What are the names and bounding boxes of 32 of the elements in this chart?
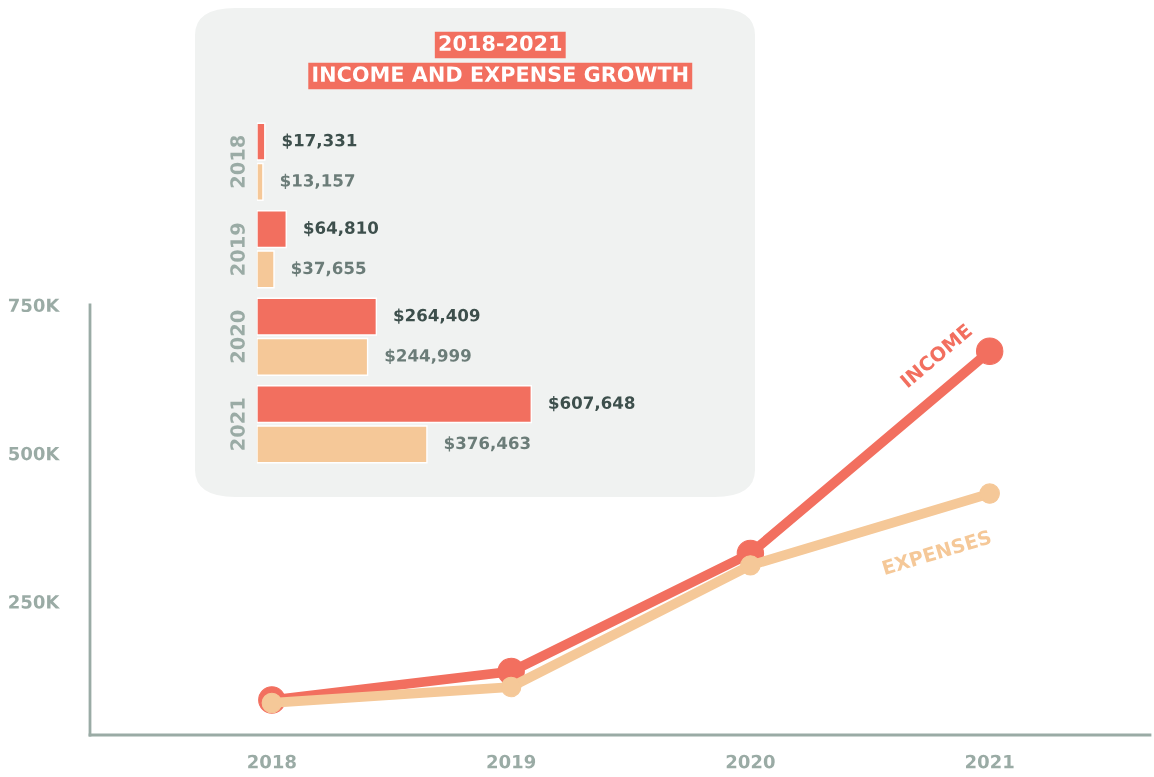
x-tick-label: 2020	[726, 754, 775, 769]
bar	[257, 162, 264, 201]
chart-title: 2018-2021 INCOME AND EXPENSE GROWTH	[313, 35, 688, 83]
data-label: $64,810	[304, 221, 379, 237]
bar	[257, 297, 378, 336]
y-tick-label: 500K	[9, 446, 60, 461]
y-tick-label: 250K	[9, 595, 60, 609]
bar	[257, 122, 266, 161]
point	[979, 483, 1000, 504]
data-label: $13,157	[280, 173, 355, 189]
bar	[257, 210, 287, 249]
y-tick-label: 2020	[230, 310, 245, 363]
bar	[257, 385, 532, 424]
x-tick-label: 2018	[248, 754, 296, 769]
x-tick-label: 2021	[965, 754, 1014, 769]
point	[740, 555, 761, 576]
data-label: $264,409	[394, 308, 480, 324]
data-label: $37,655	[291, 261, 366, 277]
y-tick-label: 2019	[230, 223, 245, 275]
bar	[257, 250, 275, 289]
data-label: $607,648	[549, 396, 635, 412]
y-tick-label: 2021	[230, 398, 245, 450]
point	[975, 337, 1004, 365]
y-tick-label: 2018	[230, 135, 245, 188]
y-tick-label: 750K	[8, 298, 60, 313]
x-tick-label: 2019	[487, 754, 536, 769]
bar	[257, 425, 428, 464]
data-label: $17,331	[282, 133, 357, 149]
bar	[257, 337, 369, 376]
point	[500, 676, 522, 698]
data-label: $376,463	[444, 436, 530, 452]
data-label: $244,999	[385, 348, 471, 364]
